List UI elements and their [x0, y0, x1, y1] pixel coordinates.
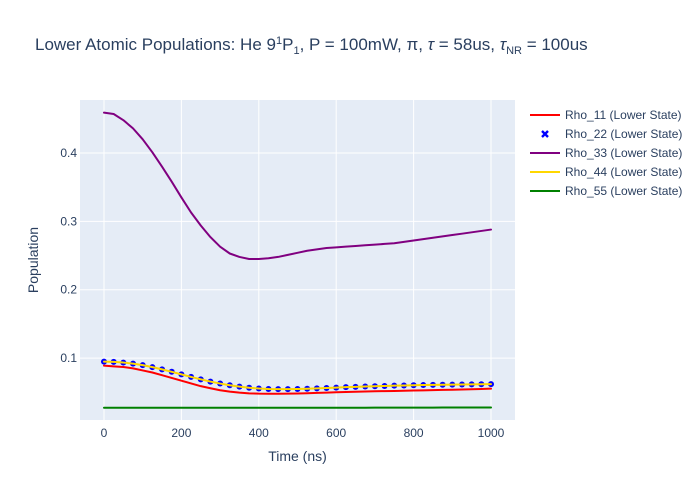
legend-label-rho-55: Rho_55 (Lower State)	[565, 184, 682, 198]
legend-label-rho-33: Rho_33 (Lower State)	[565, 146, 682, 160]
legend-item-rho-44[interactable]: Rho_44 (Lower State)	[530, 165, 682, 179]
series-layer	[100, 111, 495, 409]
x-tick-label: 200	[171, 426, 191, 440]
rho-11-line	[102, 364, 493, 395]
x-tick-label: 0	[101, 426, 108, 440]
x-axis-title: Time (ns)	[268, 448, 327, 464]
legend-label-rho-11: Rho_11 (Lower State)	[565, 108, 682, 122]
x-axis-ticks: 0 200 400 600 800 1000	[101, 426, 505, 440]
legend-item-rho-55[interactable]: Rho_55 (Lower State)	[530, 184, 682, 198]
rho-33-line	[102, 111, 493, 260]
x-tick-label: 600	[326, 426, 346, 440]
rho-44-line	[102, 360, 493, 391]
legend-item-rho-22[interactable]: Rho_22 (Lower State)	[541, 127, 682, 141]
x-tick-label: 400	[249, 426, 269, 440]
legend-label-rho-22: Rho_22 (Lower State)	[565, 127, 682, 141]
legend-marker-rho-22	[541, 130, 549, 138]
y-tick-label: 0.3	[60, 214, 77, 228]
x-tick-label: 1000	[478, 426, 505, 440]
y-axis-ticks: 0.1 0.2 0.3 0.4	[60, 146, 77, 365]
legend[interactable]: Rho_11 (Lower State) Rho_22 (Lower State)…	[530, 108, 682, 198]
legend-label-rho-44: Rho_44 (Lower State)	[565, 165, 682, 179]
y-axis-title: Population	[25, 227, 41, 293]
y-tick-label: 0.2	[60, 283, 77, 297]
y-tick-label: 0.4	[60, 146, 77, 160]
grid-lines	[80, 100, 515, 420]
plot-area	[80, 100, 515, 420]
legend-item-rho-33[interactable]: Rho_33 (Lower State)	[530, 146, 682, 160]
x-tick-label: 800	[404, 426, 424, 440]
y-tick-label: 0.1	[60, 351, 77, 365]
chart-title: Lower Atomic Populations: He 91P1, P = 1…	[35, 35, 588, 57]
legend-item-rho-11[interactable]: Rho_11 (Lower State)	[530, 108, 682, 122]
